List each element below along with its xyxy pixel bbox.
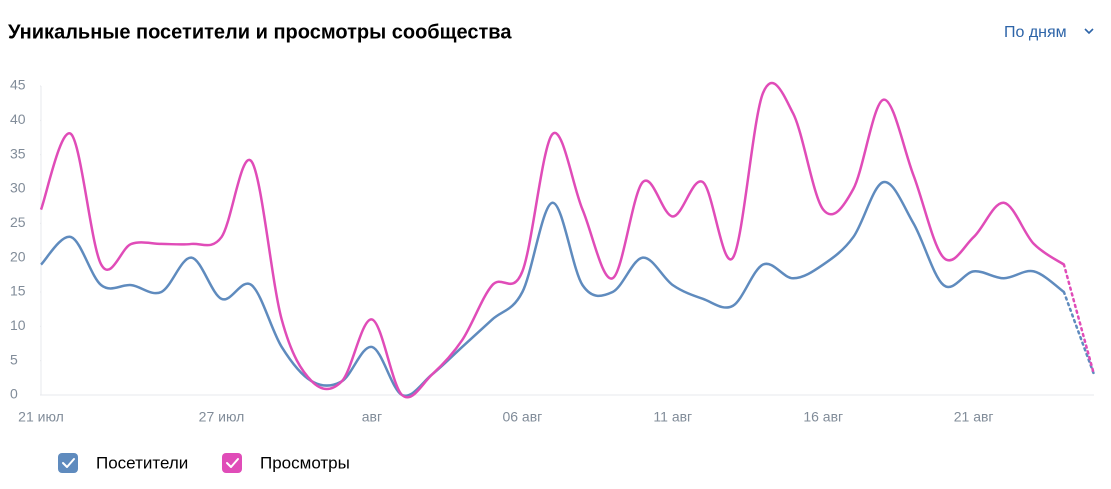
legend-checkbox[interactable] (58, 453, 78, 473)
legend-label: Просмотры (260, 453, 350, 472)
legend-item[interactable]: Посетители (58, 453, 188, 473)
y-tick-label: 35 (10, 145, 26, 161)
x-tick-label: 06 авг (502, 409, 542, 425)
chart-title: Уникальные посетители и просмотры сообще… (8, 21, 512, 43)
series-line (39, 81, 1065, 399)
x-tick-label: авг (362, 409, 382, 425)
y-tick-label: 10 (10, 317, 26, 333)
series-line (1062, 290, 1096, 376)
series-line (1062, 263, 1096, 376)
y-tick-label: 25 (10, 214, 26, 230)
x-tick-label: 21 июл (18, 409, 64, 425)
x-tick-label: 21 авг (954, 409, 994, 425)
legend-checkbox[interactable] (222, 453, 242, 473)
y-tick-label: 15 (10, 283, 26, 299)
x-tick-label: 16 авг (803, 409, 843, 425)
y-tick-label: 20 (10, 248, 26, 264)
period-label[interactable]: По дням (1004, 24, 1067, 41)
x-tick-label: 11 авг (653, 409, 692, 425)
y-tick-label: 40 (10, 111, 26, 127)
legend-label: Посетители (96, 453, 188, 472)
period-dropdown[interactable]: По дням (1004, 24, 1094, 41)
x-tick-label: 27 июл (199, 409, 245, 425)
legend-item[interactable]: Просмотры (222, 453, 350, 473)
y-tick-label: 30 (10, 180, 26, 196)
checkmark (62, 458, 75, 468)
series-line (40, 180, 1065, 397)
y-tick-label: 5 (10, 351, 18, 367)
checkmark (226, 458, 239, 468)
dropdown-arrow[interactable] (1084, 28, 1094, 35)
y-tick-label: 0 (10, 386, 18, 402)
y-tick-label: 45 (10, 77, 26, 93)
